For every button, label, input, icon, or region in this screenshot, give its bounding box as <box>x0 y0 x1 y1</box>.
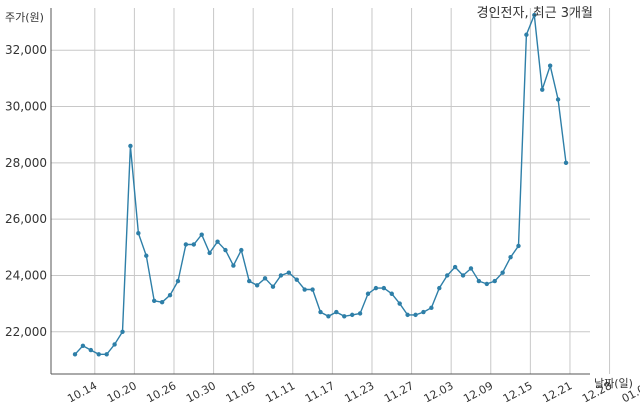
data-point <box>104 352 109 357</box>
x-tick-label: 10.26 <box>144 379 178 405</box>
data-point <box>405 312 410 318</box>
data-point <box>365 291 371 296</box>
data-point <box>484 281 490 287</box>
x-axis-label: 날짜(일) <box>594 376 633 390</box>
data-point <box>302 287 307 292</box>
x-tick-label: 11.23 <box>342 379 376 405</box>
data-point <box>72 352 78 357</box>
data-point <box>207 250 212 256</box>
x-tick-label: 11.17 <box>303 379 337 405</box>
y-axis-tick-labels: 22,000 24,000 26,000 28,000 30,000 32,000 <box>5 43 47 339</box>
data-point <box>128 143 133 149</box>
data-point <box>223 247 228 253</box>
data-point <box>547 63 553 68</box>
y-tick-label: 32,000 <box>5 43 47 57</box>
data-point <box>136 231 141 236</box>
data-point <box>389 291 394 296</box>
data-point <box>88 347 94 353</box>
x-tick-label: 11.11 <box>263 379 297 405</box>
data-point <box>278 273 284 278</box>
data-point <box>294 277 299 282</box>
x-tick-label: 10.14 <box>65 379 99 405</box>
x-axis-tick-labels: 10.14 10.20 10.26 10.30 11.05 11.11 11.17 11.23… <box>65 379 640 405</box>
data-point <box>555 97 561 102</box>
data-point <box>413 312 418 318</box>
y-tick-label: 26,000 <box>5 212 47 226</box>
data-point <box>429 305 434 311</box>
chart-grid <box>50 8 611 375</box>
data-point <box>397 301 402 306</box>
data-point <box>452 264 458 270</box>
x-tick-label: 11.27 <box>382 379 416 405</box>
data-point <box>437 285 442 291</box>
x-tick-label: 12.09 <box>461 379 495 405</box>
data-point <box>445 273 450 278</box>
x-tick-label: 12.15 <box>501 379 535 405</box>
y-tick-label: 24,000 <box>5 268 47 282</box>
data-point <box>381 285 387 291</box>
chart-title: 경인전자, 최근 3개월 <box>477 6 593 21</box>
data-point <box>310 287 315 292</box>
data-point <box>247 278 252 284</box>
x-tick-label: 12.21 <box>540 379 574 405</box>
price-series <box>72 12 569 357</box>
data-point <box>191 242 196 247</box>
data-point <box>262 276 268 281</box>
data-point <box>254 283 260 288</box>
data-point <box>151 298 157 303</box>
data-point <box>239 247 244 253</box>
y-tick-label: 22,000 <box>5 325 47 339</box>
data-point <box>144 253 149 258</box>
data-point <box>500 270 505 275</box>
data-point <box>326 314 331 319</box>
data-point <box>524 32 529 37</box>
data-point <box>159 300 165 305</box>
data-point <box>540 87 545 92</box>
y-tick-label: 30,000 <box>5 100 47 114</box>
data-point <box>349 312 355 318</box>
data-point <box>215 239 220 244</box>
data-point <box>183 242 189 247</box>
data-point <box>532 12 537 18</box>
data-point <box>373 285 379 291</box>
y-axis-label: 주가(원) <box>5 11 44 24</box>
data-point <box>516 243 521 249</box>
data-point <box>286 270 292 275</box>
data-point <box>120 329 125 334</box>
x-tick-label: 12.03 <box>422 379 456 405</box>
data-point <box>508 254 513 260</box>
data-point <box>175 278 181 284</box>
data-point <box>421 309 426 315</box>
data-point <box>80 343 86 349</box>
data-point <box>563 160 569 166</box>
data-point <box>112 342 117 347</box>
data-point <box>318 309 323 315</box>
x-tick-label: 10.30 <box>184 379 218 405</box>
x-tick-label: 10.20 <box>105 379 139 405</box>
y-tick-label: 28,000 <box>5 156 47 170</box>
data-point <box>334 309 339 315</box>
data-point <box>167 292 173 298</box>
data-point <box>357 311 363 316</box>
data-point <box>468 266 474 271</box>
data-point <box>270 284 276 289</box>
price-line <box>74 14 567 355</box>
data-point <box>476 278 482 284</box>
data-point <box>96 352 101 357</box>
data-point <box>199 232 204 237</box>
data-point <box>460 273 466 278</box>
data-point <box>231 263 236 268</box>
data-point <box>492 278 497 284</box>
x-tick-label: 11.05 <box>224 379 258 405</box>
data-point <box>342 314 347 319</box>
